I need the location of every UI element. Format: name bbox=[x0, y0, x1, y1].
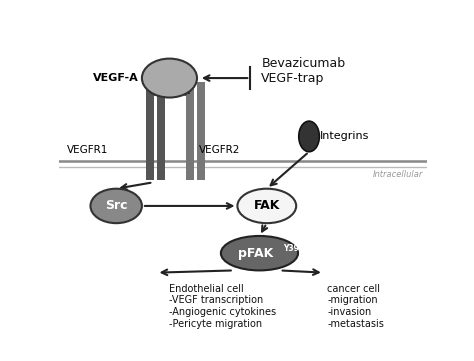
Text: Bevazicumab
VEGF-trap: Bevazicumab VEGF-trap bbox=[261, 57, 346, 85]
FancyBboxPatch shape bbox=[156, 82, 164, 179]
FancyBboxPatch shape bbox=[197, 82, 205, 179]
Ellipse shape bbox=[142, 58, 197, 97]
Ellipse shape bbox=[91, 189, 142, 223]
Text: pFAK: pFAK bbox=[238, 247, 273, 260]
Text: VEGF-A: VEGF-A bbox=[92, 73, 138, 83]
Text: Src: Src bbox=[105, 199, 128, 212]
Ellipse shape bbox=[237, 189, 296, 223]
Ellipse shape bbox=[299, 121, 319, 152]
Text: Integrins: Integrins bbox=[320, 131, 369, 142]
Text: FAK: FAK bbox=[254, 199, 280, 212]
Ellipse shape bbox=[221, 236, 298, 270]
Text: Endothelial cell
-VEGF transcription
-Angiogenic cytokines
-Pericyte migration: Endothelial cell -VEGF transcription -An… bbox=[169, 284, 277, 329]
Text: VEGFR2: VEGFR2 bbox=[199, 145, 240, 155]
Text: Y397: Y397 bbox=[283, 244, 305, 253]
FancyBboxPatch shape bbox=[146, 82, 154, 179]
Text: Intracellular: Intracellular bbox=[373, 170, 423, 179]
Text: cancer cell
-migration
-invasion
-metastasis: cancer cell -migration -invasion -metast… bbox=[328, 284, 384, 329]
Text: VEGFR1: VEGFR1 bbox=[66, 145, 108, 155]
FancyBboxPatch shape bbox=[186, 82, 194, 179]
